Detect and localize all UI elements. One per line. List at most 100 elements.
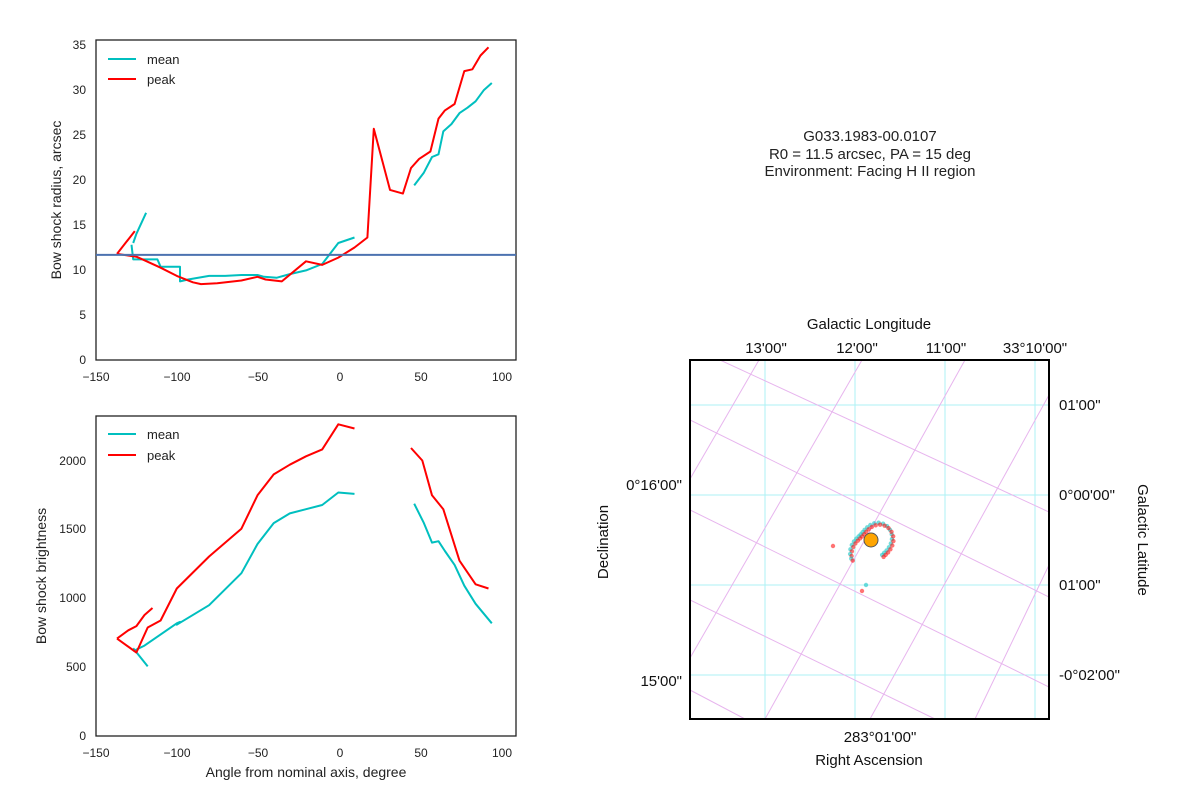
bow-shock-point <box>863 582 869 588</box>
source-id: G033.1983-00.0107 <box>803 128 936 145</box>
y-tick-label: 20 <box>73 173 87 187</box>
radius-chart-ylabel: Bow shock radius, arcsec <box>48 121 64 280</box>
glon-gridline <box>690 360 760 480</box>
glat-gridline <box>690 509 1049 688</box>
y-tick-label: 1000 <box>59 591 86 605</box>
x-tick-label: −100 <box>163 370 190 384</box>
glat-tick-label: 01'00" <box>1059 397 1101 414</box>
brightness-chart-legend: mean peak <box>108 427 180 463</box>
legend-label-peak: peak <box>147 448 176 463</box>
glat-gridline <box>719 360 1049 513</box>
declination-label: Declination <box>595 505 612 579</box>
sky-map-frame <box>689 359 1050 720</box>
dec-tick-label: 15'00" <box>640 673 682 690</box>
central-source-marker <box>863 532 879 548</box>
bow-shock-point <box>885 550 891 555</box>
y-tick-label: 25 <box>73 128 87 142</box>
source-params: R0 = 11.5 arcsec, PA = 15 deg <box>769 146 971 163</box>
y-tick-label: 2000 <box>59 454 86 468</box>
bow-shock-point <box>873 523 878 528</box>
x-tick-label: 100 <box>492 746 512 760</box>
radius-chart-frame <box>95 39 517 361</box>
source-info: G033.1983-00.0107 R0 = 11.5 arcsec, PA =… <box>765 128 976 180</box>
source-environment: Environment: Facing H II region <box>765 163 976 180</box>
y-tick-label: 0 <box>79 353 86 367</box>
series-line-peak <box>116 230 136 255</box>
series-line-peak <box>116 46 490 286</box>
glon-tick-label: 13'00" <box>745 340 787 357</box>
brightness-chart-ylabel: Bow shock brightness <box>33 508 49 644</box>
series-line-peak <box>116 607 154 640</box>
x-tick-label: −150 <box>82 746 109 760</box>
bow-shock-point <box>891 534 896 539</box>
glat-gridline <box>690 599 936 719</box>
bow-shock-point <box>830 543 836 549</box>
glon-tick-label: 33°10'00" <box>1003 340 1067 357</box>
glat-gridline <box>690 689 746 719</box>
bow-shock-point <box>886 525 891 531</box>
ra-tick-label: 283°01'00" <box>844 729 917 746</box>
x-tick-label: −150 <box>82 370 109 384</box>
brightness-chart: Bow shock brightness Angle from nominal … <box>33 415 517 780</box>
bow-shock-points <box>830 520 896 594</box>
series-line-mean <box>132 491 355 652</box>
y-tick-label: 15 <box>73 218 87 232</box>
glon-gridline <box>869 394 1049 719</box>
galactic-longitude-label: Galactic Longitude <box>807 316 931 333</box>
glat-gridline <box>690 419 1049 598</box>
bow-shock-point <box>853 541 858 546</box>
bow-shock-point <box>882 523 887 528</box>
glon-tick-label: 11'00" <box>926 340 966 357</box>
x-tick-label: 50 <box>414 370 428 384</box>
y-tick-label: 500 <box>66 660 86 674</box>
x-tick-label: 50 <box>414 746 428 760</box>
series-line-mean <box>413 82 493 187</box>
bow-shock-point <box>859 588 865 594</box>
x-tick-label: 0 <box>337 370 344 384</box>
y-tick-label: 5 <box>79 308 86 322</box>
bow-shock-point <box>888 547 893 552</box>
galactic-latitude-label: Galactic Latitude <box>1134 484 1151 596</box>
series-line-mean <box>130 236 355 283</box>
legend-label-peak: peak <box>147 72 176 87</box>
brightness-chart-xlabel: Angle from nominal axis, degree <box>206 764 407 780</box>
legend-label-mean: mean <box>147 52 180 67</box>
bow-shock-point <box>877 522 883 527</box>
radius-chart-legend: mean peak <box>108 52 180 87</box>
bow-shock-point <box>890 543 895 548</box>
y-tick-label: 10 <box>73 263 87 277</box>
y-tick-label: 0 <box>79 729 86 743</box>
glon-gridline <box>690 360 863 659</box>
series-line-peak <box>410 447 489 590</box>
x-tick-label: 0 <box>337 746 344 760</box>
series-line-peak <box>116 423 355 654</box>
bow-shock-point <box>889 529 894 534</box>
radius-chart-marks <box>96 46 516 286</box>
sky-grid <box>690 360 1049 719</box>
y-tick-label: 35 <box>73 38 87 52</box>
x-tick-label: −50 <box>248 370 269 384</box>
glat-tick-label: -0°02'00" <box>1059 667 1120 684</box>
glon-tick-label: 12'00" <box>836 340 878 357</box>
sky-map: Galactic Longitude 13'00" 12'00" 11'00" … <box>595 316 1151 769</box>
right-ascension-label: Right Ascension <box>815 752 923 769</box>
radius-chart: Bow shock radius, arcsec −150 −100 −50 0… <box>48 38 517 384</box>
bow-shock-point <box>850 558 855 563</box>
dec-tick-label: 0°16'00" <box>626 477 682 494</box>
y-tick-label: 1500 <box>59 522 86 536</box>
glat-tick-label: 0°00'00" <box>1059 487 1115 504</box>
x-tick-label: 100 <box>492 370 512 384</box>
series-line-mean <box>413 503 493 624</box>
glon-gridline <box>974 564 1049 719</box>
glat-tick-label: 01'00" <box>1059 577 1101 594</box>
brightness-chart-marks <box>116 423 493 668</box>
x-tick-label: −100 <box>163 746 190 760</box>
bow-shock-point <box>891 538 896 544</box>
x-tick-label: −50 <box>248 746 269 760</box>
legend-label-mean: mean <box>147 427 180 442</box>
brightness-chart-frame <box>95 415 517 737</box>
y-tick-label: 30 <box>73 83 87 97</box>
bow-shock-point <box>869 524 874 530</box>
series-line-mean <box>132 212 148 244</box>
